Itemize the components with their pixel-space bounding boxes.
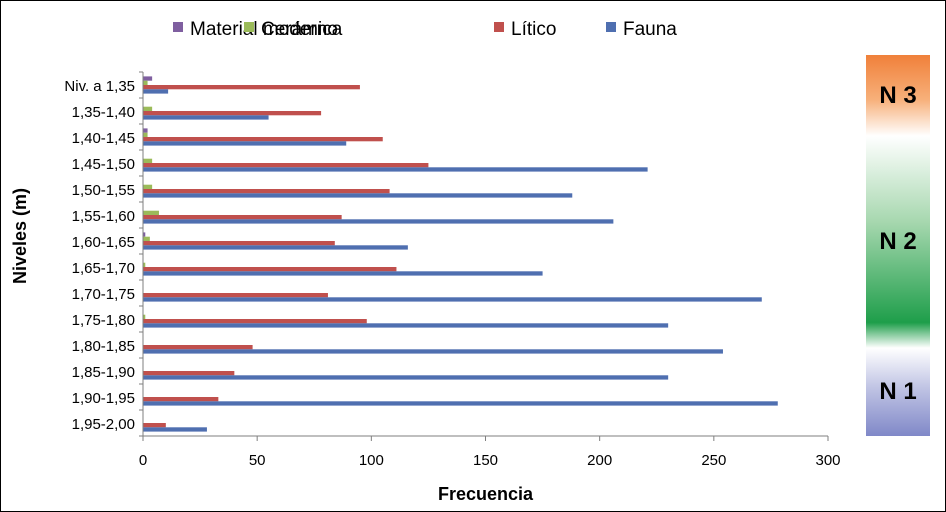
legend-swatch [173, 22, 183, 32]
bar-l-tico-1 [143, 85, 360, 90]
x-tick-label: 200 [587, 452, 612, 469]
y-tick-label: 1,70-1,75 [72, 286, 135, 303]
bar-cer-mica-4 [143, 158, 153, 163]
bar-cer-mica-5 [143, 184, 153, 189]
bar-material-moderno-7 [143, 232, 146, 237]
y-tick-label: 1,90-1,95 [72, 390, 135, 407]
x-tick-label: 250 [701, 452, 726, 469]
legend-label: Cerámica [261, 19, 343, 40]
x-tick-label: 100 [359, 452, 384, 469]
bar-l-tico-3 [143, 137, 383, 142]
bar-l-tico-14 [143, 423, 166, 428]
y-tick-label: 1,50-1,55 [72, 182, 135, 199]
legend-swatch [494, 22, 504, 32]
y-tick-label: 1,95-2,00 [72, 416, 135, 433]
bar-fauna-5 [143, 193, 573, 198]
y-tick-label: 1,80-1,85 [72, 338, 135, 355]
bar-fauna-12 [143, 375, 669, 380]
y-tick-label: Niv. a 1,35 [64, 78, 135, 95]
level-n2-label: N 2 [879, 228, 917, 255]
bar-fauna-6 [143, 219, 614, 224]
bar-l-tico-6 [143, 215, 342, 220]
level-n1-label: N 1 [879, 378, 917, 405]
bar-l-tico-7 [143, 241, 335, 246]
legend-swatch [606, 22, 616, 32]
x-tick-label: 50 [249, 452, 266, 469]
bar-l-tico-5 [143, 189, 390, 194]
y-axis-title: Niveles (m) [10, 188, 30, 284]
bar-cer-mica-2 [143, 106, 153, 111]
y-tick-label: 1,35-1,40 [72, 104, 135, 121]
bar-l-tico-8 [143, 267, 397, 272]
level-n1-segment: N 1 [866, 348, 930, 436]
bar-l-tico-11 [143, 345, 253, 350]
y-tick-label: 1,55-1,60 [72, 208, 135, 225]
bar-cer-mica-7 [143, 236, 150, 241]
legend-label: Fauna [623, 19, 677, 40]
bar-fauna-11 [143, 349, 723, 354]
bar-cer-mica-3 [143, 132, 148, 137]
bar-l-tico-2 [143, 111, 322, 116]
y-tick-label: 1,45-1,50 [72, 156, 135, 173]
level-band: N 3 N 2 N 1 [866, 55, 930, 436]
y-tick-label: 1,60-1,65 [72, 234, 135, 251]
x-axis-title: Frecuencia [438, 484, 534, 504]
y-tick-label: 1,75-1,80 [72, 312, 135, 329]
x-tick-label: 300 [815, 452, 840, 469]
bar-l-tico-10 [143, 319, 367, 324]
bar-fauna-9 [143, 297, 762, 302]
bar-fauna-7 [143, 245, 408, 250]
bar-fauna-3 [143, 141, 347, 146]
bar-fauna-2 [143, 115, 269, 120]
bar-fauna-8 [143, 271, 543, 276]
bar-l-tico-4 [143, 163, 429, 168]
bar-l-tico-9 [143, 293, 328, 298]
bar-l-tico-13 [143, 397, 219, 402]
bar-l-tico-12 [143, 371, 235, 376]
level-n2-segment: N 2 [866, 136, 930, 348]
level-n3-segment: N 3 [866, 55, 930, 136]
bar-cer-mica-1 [143, 80, 148, 85]
y-tick-label: 1,65-1,70 [72, 260, 135, 277]
x-tick-label: 150 [473, 452, 498, 469]
bar-fauna-13 [143, 401, 778, 406]
y-tick-label: 1,40-1,45 [72, 130, 135, 147]
bar-cer-mica-6 [143, 210, 159, 215]
bar-cer-mica-10 [143, 314, 146, 319]
legend-swatch [244, 22, 254, 32]
x-tick-label: 0 [139, 452, 147, 469]
bar-material-moderno-3 [143, 128, 148, 133]
bar-fauna-4 [143, 167, 648, 172]
bar-cer-mica-8 [143, 262, 146, 267]
bar-fauna-1 [143, 89, 169, 94]
bar-fauna-10 [143, 323, 669, 328]
bar-fauna-14 [143, 427, 207, 432]
legend-label: Lítico [511, 19, 556, 40]
legend-label: Material moderno [190, 19, 338, 40]
level-n3-label: N 3 [879, 81, 917, 109]
y-tick-label: 1,85-1,90 [72, 364, 135, 381]
bar-material-moderno-1 [143, 76, 153, 81]
